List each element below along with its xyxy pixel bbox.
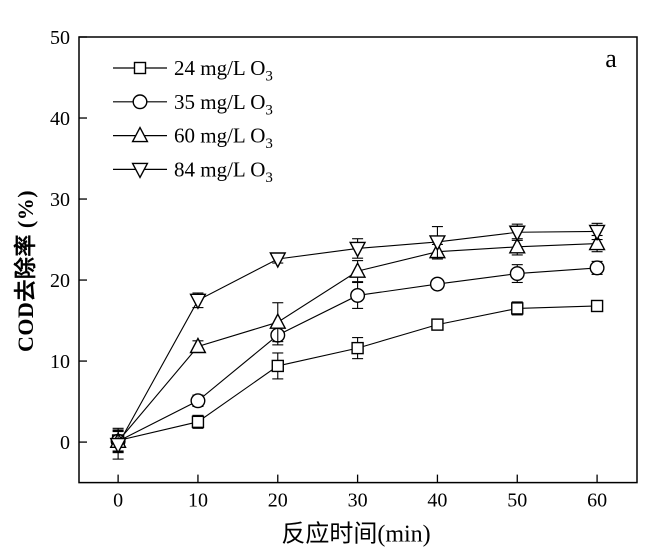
legend-entry-label: 84 mg/L O3: [174, 157, 273, 186]
legend-label-subscript: 3: [265, 136, 273, 152]
square-marker-icon: [351, 341, 364, 355]
legend-label-subscript: 3: [265, 69, 273, 85]
y-tick-label: 40: [50, 108, 70, 130]
triangle-up-marker-icon: [131, 126, 149, 143]
y-tick-label: 0: [60, 432, 70, 454]
triangle-up-marker-icon: [349, 261, 367, 278]
triangle-down-marker-icon: [189, 293, 207, 310]
triangle-up-marker-icon: [269, 312, 287, 329]
legend: 24 mg/L O3 35 mg/L O3 60 mg/L O3 84 mg/L O3: [113, 56, 273, 186]
panel-label: a: [605, 44, 617, 73]
triangle-up-marker-icon: [588, 234, 606, 251]
legend-label-subscript: 3: [265, 170, 273, 186]
triangle-down-marker-icon: [269, 252, 287, 269]
x-tick-label: 0: [113, 490, 123, 512]
triangle-down-marker-icon: [588, 224, 606, 241]
circle-marker-icon: [429, 276, 445, 292]
legend-entry-label: 24 mg/L O3: [174, 56, 273, 85]
square-marker-icon: [590, 299, 604, 313]
series-square: [111, 299, 604, 454]
y-tick-label: 50: [50, 27, 70, 49]
series-triangle-up: [109, 234, 606, 453]
legend-entry-4: 84 mg/L O3: [113, 157, 273, 186]
x-axis-label: 反应时间(min): [281, 521, 431, 548]
triangle-down-marker-icon: [428, 235, 446, 252]
triangle-down-marker-icon: [508, 225, 526, 242]
triangle-down-marker-icon: [131, 162, 149, 179]
legend-entry-1: 24 mg/L O3: [113, 56, 273, 85]
y-tick-label: 20: [50, 270, 70, 292]
circle-marker-icon: [350, 287, 366, 303]
square-marker-icon: [191, 415, 205, 429]
y-tick-label: 30: [50, 189, 70, 211]
legend-entry-label: 35 mg/L O3: [174, 90, 273, 119]
triangle-down-marker-icon: [349, 241, 367, 258]
x-tick-label: 40: [427, 490, 447, 512]
plot-frame: [78, 36, 638, 484]
y-tick-label: 10: [50, 351, 70, 373]
legend-entry-3: 60 mg/L O3: [113, 124, 273, 153]
circle-marker-icon: [509, 266, 525, 282]
y-axis-label: COD去除率 (%): [13, 189, 38, 353]
square-marker-icon: [431, 318, 444, 331]
circle-marker-icon: [132, 94, 148, 110]
circle-marker-icon: [589, 260, 605, 276]
square-marker-icon: [271, 359, 284, 373]
legend-entry-2: 35 mg/L O3: [113, 90, 273, 119]
x-tick-label: 10: [188, 490, 208, 512]
triangle-up-marker-icon: [508, 237, 526, 254]
x-tick-label: 50: [507, 490, 527, 512]
series-line: [117, 305, 598, 442]
triangle-down-marker-icon: [109, 437, 127, 455]
legend-label-subscript: 3: [265, 102, 273, 118]
legend-entry-label: 60 mg/L O3: [174, 124, 273, 153]
axis-ticks: 0 10 20 30 40 50 60 0 10 20 30 40 50: [50, 27, 607, 512]
square-marker-icon: [511, 302, 524, 315]
x-tick-label: 20: [268, 490, 288, 512]
x-tick-label: 30: [348, 490, 368, 512]
circle-marker-icon: [190, 393, 206, 409]
square-marker-icon: [133, 61, 147, 75]
x-tick-label: 60: [587, 490, 607, 512]
series-triangle-down: [109, 222, 606, 460]
triangle-up-marker-icon: [189, 336, 207, 354]
